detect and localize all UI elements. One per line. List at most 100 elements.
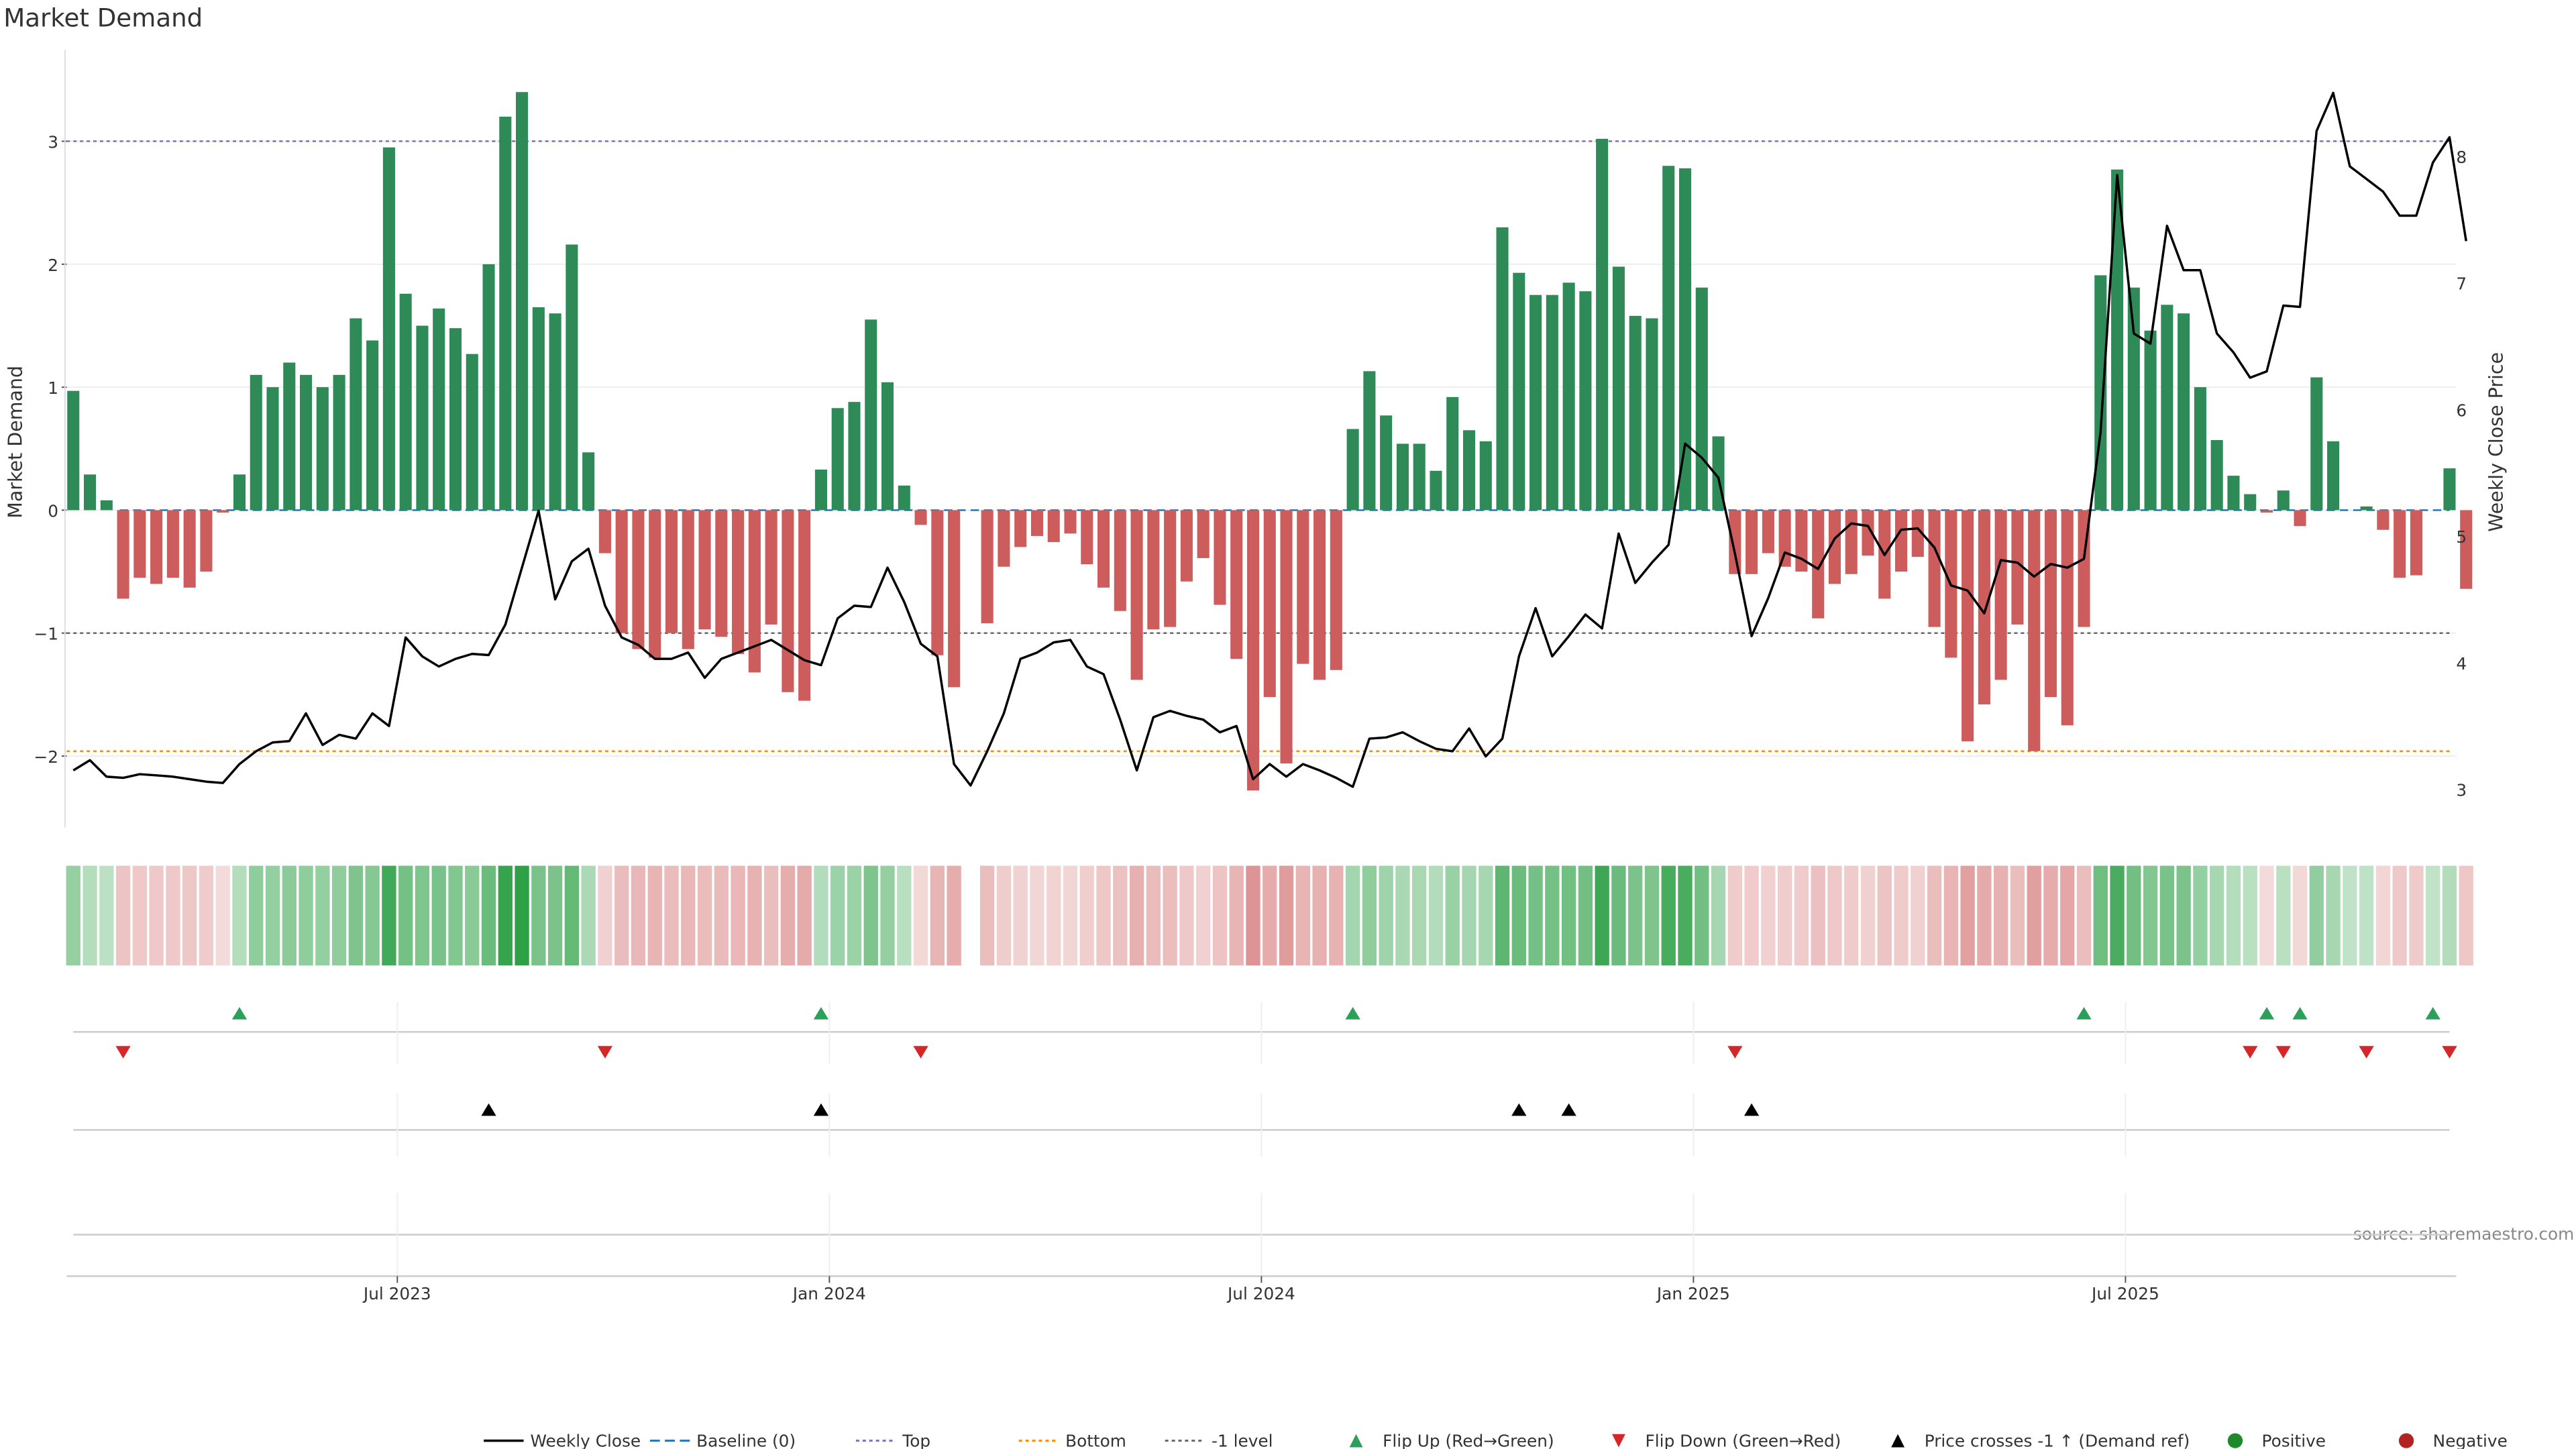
- heat-cell: [2375, 865, 2391, 966]
- demand-bar: [632, 510, 645, 649]
- demand-bar: [1180, 510, 1193, 582]
- demand-bar: [1030, 510, 1044, 536]
- flip-up-marker: [2425, 1007, 2440, 1020]
- heat-cell: [2193, 865, 2208, 966]
- heat-cell: [1794, 865, 1809, 966]
- demand-bar: [566, 244, 578, 511]
- demand-bar: [233, 474, 246, 511]
- heat-cell: [664, 865, 679, 966]
- heat-cell: [1479, 865, 1493, 966]
- legend-swatch: [1349, 1434, 1363, 1448]
- demand-bar: [300, 374, 313, 511]
- heat-cell: [564, 865, 580, 966]
- heat-cell: [315, 865, 330, 966]
- heat-cell: [780, 865, 796, 966]
- demand-bar: [399, 293, 412, 511]
- legend-item: Positive: [2227, 1431, 2326, 1449]
- heat-cell: [2010, 865, 2025, 966]
- demand-bar: [1064, 510, 1077, 534]
- heat-cell: [2210, 865, 2224, 966]
- y-tick-label: 3: [48, 132, 58, 152]
- demand-bar: [2127, 287, 2140, 511]
- heat-cell: [996, 865, 1012, 966]
- flip-down-marker: [2275, 1046, 2291, 1059]
- heat-cell: [1595, 865, 1609, 966]
- flip-up-marker: [2259, 1007, 2275, 1020]
- y-tick-label: 1: [48, 378, 58, 398]
- demand-bar: [1479, 441, 1492, 511]
- heat-cell: [2159, 865, 2175, 966]
- y2-tick-label: 7: [2456, 274, 2467, 294]
- demand-bar: [183, 510, 196, 588]
- heat-cell: [1678, 865, 1693, 966]
- y2-tick-label: 3: [2456, 781, 2467, 800]
- flip-down-marker: [115, 1046, 131, 1059]
- heat-cell: [1046, 865, 1061, 966]
- demand-bar: [898, 485, 910, 511]
- heat-cell: [2176, 865, 2191, 966]
- heat-cell: [1462, 865, 1477, 966]
- demand-bar: [798, 510, 811, 701]
- heat-cell: [1445, 865, 1460, 966]
- legend-label: Baseline (0): [696, 1431, 796, 1449]
- heat-cell: [2127, 865, 2141, 966]
- heat-cell: [1644, 865, 1660, 966]
- heat-cell: [448, 865, 463, 966]
- demand-bar: [848, 402, 861, 511]
- demand-bar: [1363, 371, 1376, 511]
- heat-cell: [614, 865, 629, 966]
- demand-bar: [1246, 510, 1260, 791]
- demand-bar: [665, 510, 678, 633]
- demand-bar: [1014, 510, 1027, 547]
- demand-bar: [1828, 510, 1841, 584]
- heat-cell: [1279, 865, 1294, 966]
- demand-bar: [2011, 510, 2024, 625]
- y-tick-label: −1: [34, 625, 58, 644]
- demand-bar: [2044, 510, 2057, 698]
- heat-cell: [631, 865, 646, 966]
- demand-bar: [2210, 439, 2223, 511]
- heat-cell: [1329, 865, 1344, 966]
- heat-cell: [1495, 865, 1510, 966]
- demand-bar: [914, 510, 927, 525]
- demand-bar: [765, 510, 777, 625]
- heat-cell: [249, 865, 264, 966]
- demand-bar: [333, 374, 345, 511]
- demand-bar: [1596, 138, 1609, 511]
- heat-cell: [2409, 865, 2424, 966]
- heat-cell: [1711, 865, 1726, 966]
- heat-cell: [132, 865, 147, 966]
- demand-bar: [1612, 266, 1625, 511]
- heat-cell: [1246, 865, 1260, 966]
- y-tick-label: 2: [48, 256, 58, 275]
- y2-tick-label: 4: [2456, 654, 2467, 674]
- demand-bar: [2244, 494, 2257, 511]
- demand-bar: [1346, 429, 1359, 511]
- heat-cell: [99, 865, 114, 966]
- heat-cell: [598, 865, 612, 966]
- heat-cell: [166, 865, 180, 966]
- heat-cell: [1345, 865, 1360, 966]
- demand-bar: [516, 92, 529, 511]
- demand-bar: [649, 510, 661, 658]
- legend-swatch: [1612, 1434, 1625, 1448]
- demand-bar: [2377, 510, 2390, 530]
- demand-bar: [1081, 510, 1093, 565]
- x-tick-label: Jan 2025: [1656, 1284, 1730, 1303]
- heat-cell: [1362, 865, 1377, 966]
- heat-cell: [2459, 865, 2473, 966]
- heat-cell: [2326, 865, 2341, 966]
- demand-bar: [150, 510, 163, 584]
- demand-bar: [1313, 510, 1326, 680]
- demand-bar: [83, 474, 97, 511]
- legend-label: Top: [902, 1431, 930, 1449]
- legend-label: Negative: [2433, 1431, 2508, 1449]
- heat-cell: [863, 865, 878, 966]
- demand-bar: [2277, 490, 2290, 511]
- demand-bar: [2294, 510, 2306, 527]
- demand-bar: [266, 387, 279, 511]
- demand-bar: [250, 374, 262, 511]
- demand-bar: [865, 319, 877, 511]
- legend-item: Weekly Close: [484, 1431, 641, 1449]
